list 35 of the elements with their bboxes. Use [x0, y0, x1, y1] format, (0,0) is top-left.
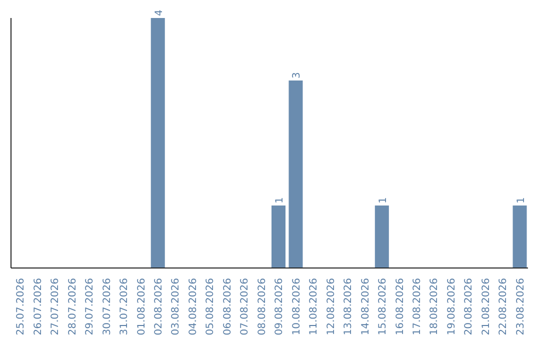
x-tick-label: 01.08.2026	[136, 278, 148, 336]
x-tick-label: 23.08.2026	[515, 278, 526, 336]
x-tick-label: 03.08.2026	[170, 278, 182, 336]
x-tick-label: 05.08.2026	[205, 278, 216, 336]
x-tick-label: 19.08.2026	[446, 278, 458, 336]
data-label: 4	[154, 10, 165, 16]
x-tick-label: 10.08.2026	[291, 278, 302, 336]
x-tick-label: 30.07.2026	[102, 278, 113, 336]
x-tick-label: 13.08.2026	[343, 278, 354, 336]
x-tick-label: 08.08.2026	[256, 278, 268, 336]
data-label: 1	[516, 197, 527, 204]
x-tick-label: 21.08.2026	[480, 278, 492, 336]
x-tick-label: 12.08.2026	[326, 278, 337, 336]
x-tick-label: 29.07.2026	[84, 278, 96, 336]
x-tick-label: 31.07.2026	[119, 278, 130, 336]
x-tick-label: 16.08.2026	[394, 278, 406, 336]
x-tick-label: 15.08.2026	[378, 278, 389, 336]
data-label: 3	[292, 72, 303, 78]
x-tick-label: 14.08.2026	[360, 278, 372, 336]
x-tick-label: 07.08.2026	[240, 278, 251, 336]
x-tick-label: 18.08.2026	[429, 278, 440, 336]
data-label: 1	[274, 197, 286, 204]
data-label: 1	[378, 197, 389, 204]
x-tick-label: 04.08.2026	[188, 278, 199, 336]
x-tick-label: 06.08.2026	[222, 278, 234, 336]
x-tick-label: 02.08.2026	[153, 278, 164, 336]
x-tick-label: 22.08.2026	[498, 278, 510, 336]
x-tick-label: 26.07.2026	[32, 278, 44, 336]
x-tick-label: 11.08.2026	[308, 278, 320, 336]
x-tick-label: 17.08.2026	[412, 278, 423, 336]
x-tick-label: 27.07.2026	[50, 278, 62, 336]
x-tick-label: 20.08.2026	[464, 278, 475, 336]
x-tick-label: 25.07.2026	[16, 278, 27, 336]
x-tick-label: 28.07.2026	[67, 278, 78, 336]
x-tick-label: 09.08.2026	[274, 278, 286, 336]
